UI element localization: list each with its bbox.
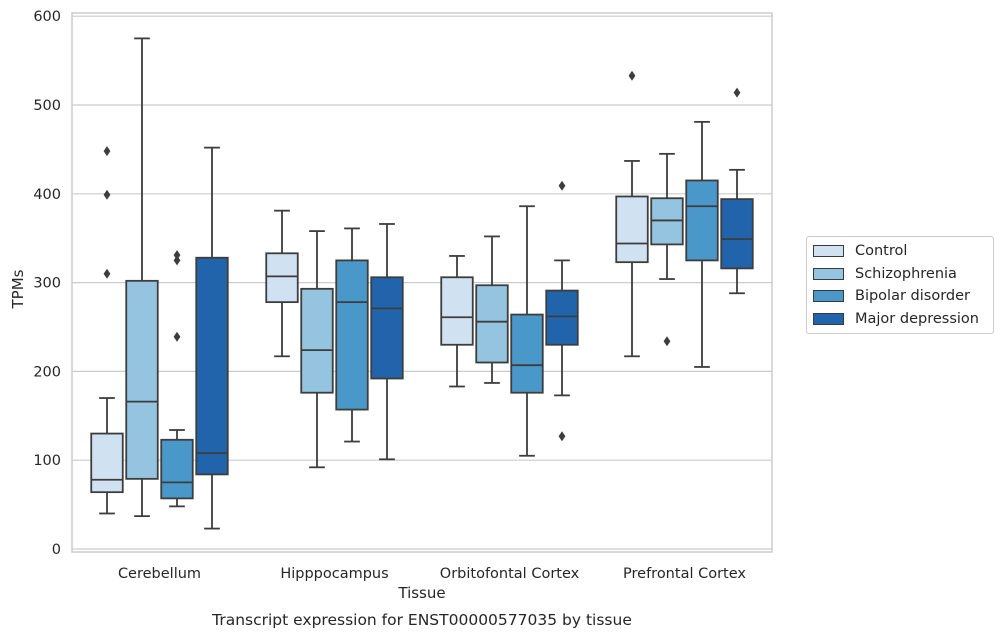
box	[615, 195, 649, 264]
legend-label: Major depression	[855, 310, 979, 327]
box	[510, 313, 544, 394]
outlier-point	[173, 250, 181, 261]
legend-item: Bipolar disorder	[807, 285, 993, 308]
y-tick-label: 300	[33, 276, 61, 292]
box	[545, 289, 579, 346]
y-axis-label: TPMs	[9, 269, 27, 309]
outlier-point	[103, 268, 111, 279]
box	[265, 252, 299, 304]
outlier-point	[558, 431, 566, 442]
legend-item: Major depression	[807, 308, 993, 331]
outlier-point	[103, 189, 111, 200]
outlier-point	[173, 255, 181, 266]
box	[370, 276, 404, 380]
box	[90, 432, 124, 494]
legend-swatch	[813, 245, 844, 258]
box	[300, 287, 334, 394]
outlier-point	[103, 146, 111, 157]
outlier-point	[628, 70, 636, 81]
legend-swatch	[813, 290, 844, 303]
legend-label: Control	[855, 243, 908, 260]
x-tick-label: Hipppocampus	[280, 566, 388, 582]
legend-item: Control	[807, 240, 993, 263]
x-tick-label: Orbitofontal Cortex	[440, 566, 580, 582]
plot-frame	[71, 12, 773, 553]
outlier-point	[733, 87, 741, 98]
y-tick-label: 500	[33, 98, 61, 114]
box	[685, 179, 719, 262]
box	[335, 259, 369, 411]
chart-caption: Transcript expression for ENST0000057703…	[212, 611, 632, 629]
x-axis-label: Tissue	[398, 584, 446, 602]
box	[475, 284, 509, 364]
legend-swatch	[813, 312, 844, 325]
legend-item: Schizophrenia	[807, 263, 993, 286]
x-tick-label: Cerebellum	[118, 566, 201, 582]
y-tick-label: 0	[52, 542, 61, 558]
legend: Control Schizophrenia Bipolar disorder Majo…	[806, 236, 994, 334]
box	[195, 256, 229, 476]
legend-label: Schizophrenia	[855, 265, 957, 282]
outlier-point	[663, 336, 671, 347]
outlier-point	[173, 331, 181, 342]
y-tick-label: 200	[33, 364, 61, 380]
legend-swatch	[813, 267, 844, 280]
legend-label: Bipolar disorder	[855, 288, 970, 305]
box	[125, 279, 159, 480]
y-tick-label: 100	[33, 453, 61, 469]
box	[720, 198, 754, 270]
outlier-point	[558, 180, 566, 191]
box	[440, 276, 474, 346]
x-tick-label: Prefrontal Cortex	[623, 566, 746, 582]
y-tick-label: 600	[33, 9, 61, 25]
box	[160, 438, 194, 500]
y-tick-label: 400	[33, 187, 61, 203]
